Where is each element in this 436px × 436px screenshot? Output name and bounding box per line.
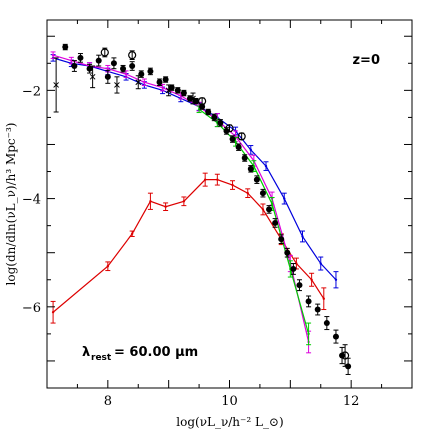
data-point <box>77 54 84 61</box>
wavelength-annotation: λ rest = 60.00 μm <box>82 345 198 363</box>
data-point <box>225 124 234 133</box>
data-point <box>229 136 236 143</box>
data-point <box>199 103 206 110</box>
data-point <box>319 262 322 265</box>
series-3 <box>196 105 312 346</box>
data-point <box>272 219 279 226</box>
data-point <box>211 114 218 121</box>
data-point <box>198 97 207 106</box>
data-point <box>62 44 69 51</box>
data-point <box>89 73 96 80</box>
data-point <box>106 265 110 268</box>
data-point <box>51 311 55 314</box>
data-point <box>332 333 339 340</box>
data-point <box>135 79 142 86</box>
data-point <box>205 109 212 115</box>
data-point <box>124 72 128 76</box>
data-point <box>147 68 154 75</box>
data-point <box>246 191 249 195</box>
data-point <box>340 351 350 360</box>
data-point <box>247 165 254 172</box>
data-point <box>114 82 120 88</box>
y-axis-label: log(dn/dln(νL_ν)/h³ Mpc⁻³) <box>4 123 18 286</box>
y-tick-label: −6 <box>22 301 41 316</box>
data-point <box>231 183 234 187</box>
data-point <box>197 108 201 111</box>
data-point <box>130 232 134 235</box>
axis-ticks <box>46 20 413 389</box>
data-point <box>156 79 163 86</box>
data-point <box>95 57 102 64</box>
data-point <box>284 249 291 256</box>
data-point <box>161 86 164 89</box>
x-tick-label: 8 <box>104 394 112 409</box>
data-point <box>71 63 78 69</box>
x-axis-label: log(νL_ν/h⁻² L_⊙) <box>176 415 283 429</box>
data-point <box>128 51 137 60</box>
data-point <box>174 87 181 94</box>
data-point <box>235 144 242 151</box>
data-point <box>314 306 321 313</box>
data-point <box>53 82 59 88</box>
data-point <box>182 200 186 203</box>
data-point <box>186 95 193 102</box>
y-tick-label: −2 <box>22 84 41 99</box>
data-point <box>241 155 248 161</box>
data-point <box>120 65 127 72</box>
data-point <box>180 90 187 97</box>
data-point <box>179 94 183 97</box>
data-point <box>203 178 207 181</box>
data-point <box>249 148 252 152</box>
data-point <box>307 332 310 336</box>
data-point <box>162 76 169 83</box>
data-point <box>165 87 172 94</box>
data-point <box>270 202 274 206</box>
data-point <box>86 65 93 72</box>
data-point <box>237 132 246 141</box>
data-point <box>323 320 330 327</box>
series-6 <box>53 57 196 113</box>
data-point <box>164 205 167 208</box>
data-point <box>216 178 219 181</box>
data-point <box>290 265 297 272</box>
lambda-symbol: λ <box>82 345 90 360</box>
data-point <box>278 236 285 243</box>
data-point <box>110 60 117 67</box>
data-point <box>261 208 265 211</box>
data-point <box>104 73 111 80</box>
data-point <box>295 262 298 265</box>
data-point <box>283 197 286 200</box>
redshift-annotation: z=0 <box>352 53 380 68</box>
data-point <box>190 95 196 102</box>
data-point <box>100 48 109 57</box>
data-point <box>345 363 352 370</box>
data-point <box>305 298 312 305</box>
data-point <box>259 190 266 197</box>
data-point <box>266 206 273 213</box>
data-point <box>253 176 260 183</box>
data-point <box>149 200 152 203</box>
data-point <box>310 278 313 281</box>
y-tick-label: −4 <box>22 193 41 208</box>
x-tick-label: 12 <box>343 394 360 409</box>
data-point <box>106 67 110 70</box>
data-point <box>322 297 325 300</box>
data-point <box>334 278 338 281</box>
tick-labels: 8 10 12 −2 −4 −6 <box>22 84 360 409</box>
lambda-value: = 60.00 μm <box>114 345 198 360</box>
data-point <box>70 59 73 62</box>
data-point <box>129 63 136 69</box>
data-point <box>51 53 55 57</box>
lambda-subscript: rest <box>91 353 112 363</box>
x-tick-label: 10 <box>221 394 238 409</box>
data-point <box>301 235 304 238</box>
data-point <box>143 81 146 84</box>
data-point <box>264 164 268 168</box>
plot-area <box>50 43 352 375</box>
data-point <box>217 119 224 126</box>
series-5 <box>100 47 350 367</box>
data-point <box>296 282 303 289</box>
